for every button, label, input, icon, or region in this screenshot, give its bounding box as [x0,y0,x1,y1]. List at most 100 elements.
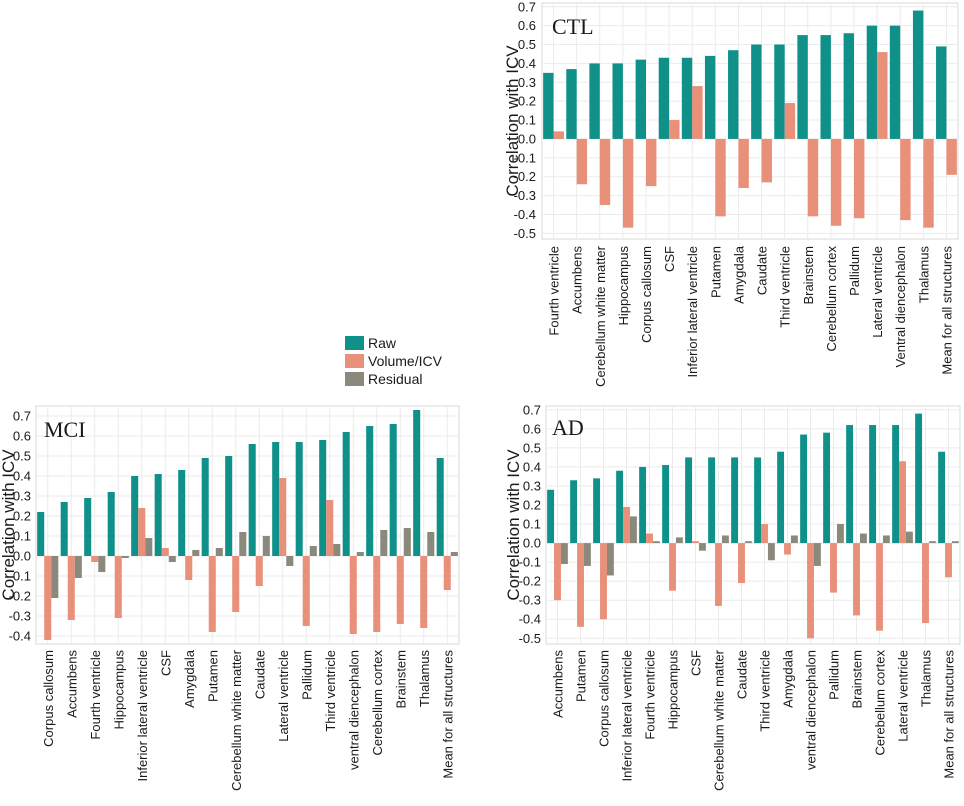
legend-swatch-residual [345,372,364,386]
y-tick-label: -0.4 [514,207,536,222]
bar-raw-1 [60,502,68,556]
x-tick-label: Corpus callosum [639,246,654,343]
x-tick-label: Cerebellum cortex [824,246,839,352]
bar-volume-icv-1 [576,138,588,185]
y-tick-label: 0.0 [518,131,536,146]
chart-panel-mci: 0.7 0.6 0.5 0.4 0.3 0.2 0.1 0.0 -0.1 -0.2 -0.3 -0.4… [0,405,460,791]
legend-swatch-raw [345,336,364,350]
series-residual [560,516,959,576]
bar-raw-9 [751,44,762,139]
bar-volume-icv-14 [373,556,381,632]
bar-raw-9 [754,457,762,544]
bar-residual-1 [583,543,591,566]
x-tick-label: Accumbens [64,650,79,718]
x-tick-label: Pallidum [847,246,862,296]
y-tick-label: -0.1 [514,150,536,165]
bar-residual-11 [813,543,821,566]
bar-residual-12 [333,544,341,556]
bar-residual-4 [145,538,153,556]
legend-label-volume-icv: Volume/ICV [368,353,443,369]
bar-volume-icv-5 [669,120,680,139]
x-tick-label: Brainstem [801,246,816,305]
y-tick-label: 0.3 [13,489,31,504]
bar-raw-15 [889,25,901,139]
bar-residual-16 [928,541,936,544]
y-axis-title: Correlation with ICV [504,449,523,601]
bar-raw-17 [936,46,947,139]
panel-title: MCI [44,417,86,442]
x-tick-label: Cerebellum white matter [593,245,608,387]
bar-residual-2 [98,556,106,572]
x-tick-label: CSF [158,650,173,676]
bar-raw-8 [731,457,739,544]
y-tick-label: -0.2 [514,169,536,184]
y-tick-label: 0.6 [13,429,31,444]
bar-volume-icv-17 [946,138,957,175]
y-tick-label: 0.7 [523,402,541,417]
y-tick-label: 0.4 [518,56,536,71]
bar-residual-14 [380,530,388,556]
y-tick-label: 0.0 [523,536,541,551]
y-tick-label: 0.4 [13,469,31,484]
legend-label-residual: Residual [368,371,422,387]
bar-raw-16 [915,413,923,544]
bar-volume-icv-9 [761,524,768,544]
bar-raw-3 [616,470,624,544]
bar-volume-icv-0 [44,556,52,640]
bar-raw-5 [658,57,670,139]
bar-residual-15 [905,531,913,544]
bar-raw-17 [436,458,444,556]
bar-volume-icv-5 [669,543,676,591]
x-tick-label: Mean for all structures [942,650,957,779]
x-tick-label: Putamen [574,650,589,702]
x-tick-label: Lateral ventricle [870,246,885,338]
x-tick-label: Thalamus [417,650,432,708]
x-tick-label: Fourth ventricle [643,650,658,740]
bar-residual-3 [629,516,637,544]
x-tick-label: Lateral ventricle [276,650,291,742]
bar-volume-icv-17 [443,556,451,590]
bar-volume-icv-2 [599,138,611,206]
bar-raw-14 [866,25,878,139]
bar-residual-17 [951,541,959,544]
bar-volume-icv-1 [67,556,75,620]
y-tick-label: 0.6 [523,421,541,436]
bar-volume-icv-7 [715,138,726,217]
bar-volume-icv-6 [692,541,699,544]
panel-title: CTL [552,14,594,39]
y-tick-label: -0.3 [514,188,536,203]
bar-residual-0 [51,556,59,598]
y-tick-label: 0.3 [523,478,541,493]
y-tick-label: 0.2 [518,94,536,109]
bar-volume-icv-12 [326,500,334,556]
bar-raw-14 [366,426,374,556]
x-tick-label: Corpus callosum [41,650,56,747]
bar-raw-1 [570,480,578,544]
bar-volume-icv-3 [114,556,122,618]
bar-residual-9 [262,536,270,556]
bar-raw-4 [639,466,647,544]
x-tick-label: Inferior lateral ventricle [620,650,635,782]
x-tick-label: Thalamus [919,650,934,708]
bar-residual-1 [74,556,82,578]
bar-raw-9 [248,444,256,556]
bar-raw-3 [107,492,115,556]
y-axis-title: Correlation with ICV [0,449,18,601]
x-tick-label: Third ventricle [778,246,793,328]
y-tick-label: 0.5 [518,37,536,52]
bar-volume-icv-0 [553,131,564,139]
bar-residual-8 [239,532,247,556]
bar-raw-13 [342,432,350,556]
bar-volume-icv-14 [876,543,883,631]
bar-raw-2 [84,498,92,556]
y-tick-label: -0.1 [519,555,541,570]
bar-raw-3 [612,63,623,139]
plot-area [541,2,959,240]
bar-raw-17 [938,451,946,544]
x-tick-label: Hippocampus [111,650,126,730]
x-tick-label: Cerebellum white matter [229,649,244,791]
y-tick-label: -0.2 [519,574,541,589]
x-tick-label: Caudate [252,650,267,699]
y-tick-label: 0.1 [13,529,31,544]
x-tick-label: Mean for all structures [440,650,455,779]
